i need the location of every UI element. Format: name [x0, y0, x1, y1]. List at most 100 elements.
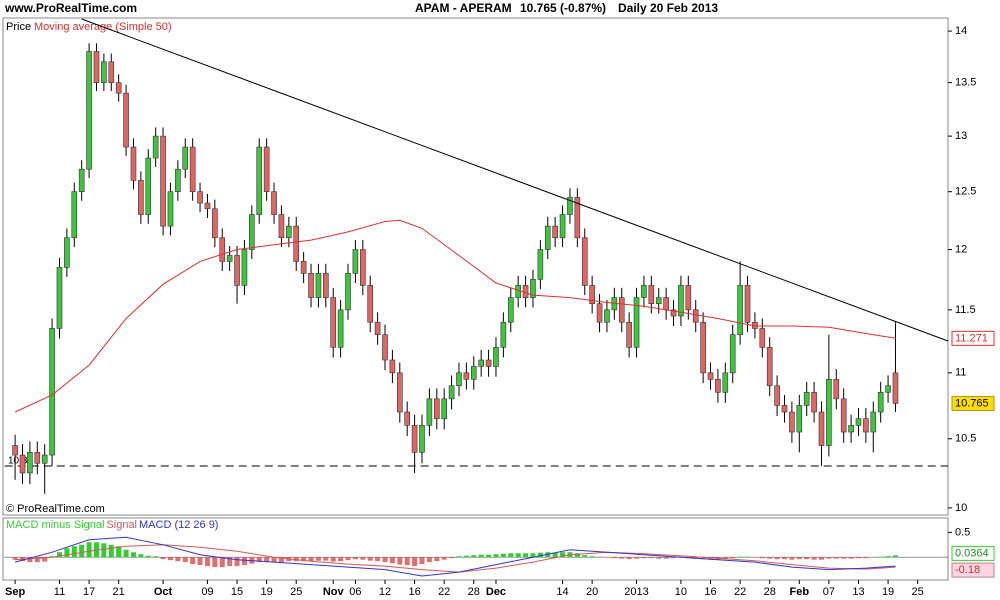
- candle-body: [12, 445, 18, 456]
- legend-entry: MACD (12 26 9): [139, 519, 218, 531]
- macd-bar: [515, 553, 521, 558]
- ma-last-label: 11.271: [955, 332, 988, 344]
- candle-body: [300, 261, 307, 274]
- candle-body: [759, 328, 766, 348]
- candle-body: [212, 208, 218, 239]
- macd-bar: [153, 556, 159, 558]
- candle-body: [64, 237, 70, 268]
- close-last-label: 10.765: [955, 397, 989, 409]
- candle-body: [382, 334, 388, 361]
- x-tick-label: 28: [764, 586, 776, 598]
- macd-bar: [537, 552, 543, 558]
- candle-body: [456, 372, 462, 387]
- x-tick-label: Feb: [790, 586, 810, 598]
- x-tick-label: 19: [261, 586, 273, 598]
- x-tick-label: 22: [438, 586, 450, 598]
- macd-bar: [774, 557, 780, 560]
- support-label: 10.3: [8, 456, 28, 467]
- candle-body: [722, 372, 729, 393]
- candle-body: [226, 255, 233, 262]
- macd-bar: [508, 553, 514, 558]
- macd-bar: [375, 557, 381, 562]
- candle-body: [78, 168, 85, 192]
- macd-bar: [500, 553, 506, 558]
- candle-body: [737, 285, 743, 336]
- x-tick-label: Dec: [486, 586, 506, 598]
- macd-bar: [338, 557, 344, 562]
- candle-body: [256, 146, 263, 215]
- x-tick-label: 06: [349, 586, 361, 598]
- macd-bar: [256, 557, 262, 563]
- macd-bar: [241, 557, 247, 566]
- macd-bar: [278, 557, 284, 563]
- candle-body: [167, 191, 174, 227]
- x-tick-label: 09: [201, 586, 213, 598]
- x-tick-label: Sep: [5, 586, 25, 598]
- macd-bar: [404, 557, 410, 566]
- candle-body: [204, 202, 211, 210]
- candle-body: [537, 249, 544, 280]
- macd-bar: [626, 557, 632, 560]
- x-tick-label: 15: [231, 586, 243, 598]
- x-tick-label: Nov: [323, 586, 345, 598]
- candle-body: [811, 391, 817, 413]
- candle-body: [663, 297, 669, 311]
- candle-body: [34, 452, 41, 464]
- macd-bar: [722, 557, 728, 560]
- macd-bar: [493, 554, 499, 558]
- macd-bar: [885, 556, 891, 558]
- macd-bar: [101, 543, 107, 558]
- quote: 10.765 (-0.87%): [520, 1, 606, 15]
- candle-body: [803, 391, 810, 406]
- macd-bar: [471, 555, 477, 558]
- macd-bar: [389, 557, 395, 564]
- candle-body: [411, 425, 418, 453]
- candle-body: [389, 359, 396, 374]
- candle-body: [678, 285, 684, 317]
- candle-body: [707, 372, 714, 380]
- candle-body: [27, 452, 33, 474]
- candle-body: [744, 285, 751, 323]
- candle-body: [86, 51, 92, 170]
- candle-body: [441, 398, 447, 419]
- date: 20 Feb 2013: [650, 1, 718, 15]
- macd-bar: [782, 557, 788, 560]
- candle-body: [826, 378, 832, 446]
- candle-body: [293, 225, 300, 262]
- macd-bar: [56, 552, 62, 558]
- copyright: © ProRealTime.com: [6, 503, 105, 515]
- candle-body: [685, 285, 692, 311]
- macd-bar: [463, 555, 469, 558]
- macd-bar: [345, 557, 351, 561]
- macd-bar: [264, 557, 270, 563]
- candle-body: [870, 411, 877, 433]
- macd-bar: [426, 557, 432, 563]
- candle-body: [655, 297, 662, 304]
- x-tick-label: 22: [734, 586, 746, 598]
- candle-body: [249, 214, 255, 250]
- macd-bar: [123, 549, 129, 558]
- macd-last-label: -0.18: [955, 564, 980, 576]
- macd-bar: [641, 557, 647, 559]
- macd-bar: [841, 557, 847, 559]
- candle-body: [522, 285, 529, 298]
- price-panel: [2, 17, 949, 516]
- candle-body: [833, 378, 840, 400]
- macd-bar: [648, 557, 654, 559]
- candle-body: [618, 297, 625, 323]
- macd-bar: [234, 557, 240, 567]
- candle-body: [485, 359, 492, 367]
- x-tick-label: 10: [675, 586, 687, 598]
- macd-bar: [811, 557, 817, 560]
- macd-bar: [833, 557, 839, 559]
- candle-body: [367, 285, 374, 323]
- candle-body: [596, 303, 603, 323]
- x-tick-label: 20: [586, 586, 598, 598]
- macd-bar: [486, 554, 492, 558]
- candle-body: [56, 267, 63, 329]
- x-tick-label: 14: [556, 586, 568, 598]
- macd-bar: [145, 555, 151, 558]
- macd-bar: [71, 546, 77, 558]
- candle-body: [115, 82, 122, 94]
- macd-bar: [64, 548, 70, 558]
